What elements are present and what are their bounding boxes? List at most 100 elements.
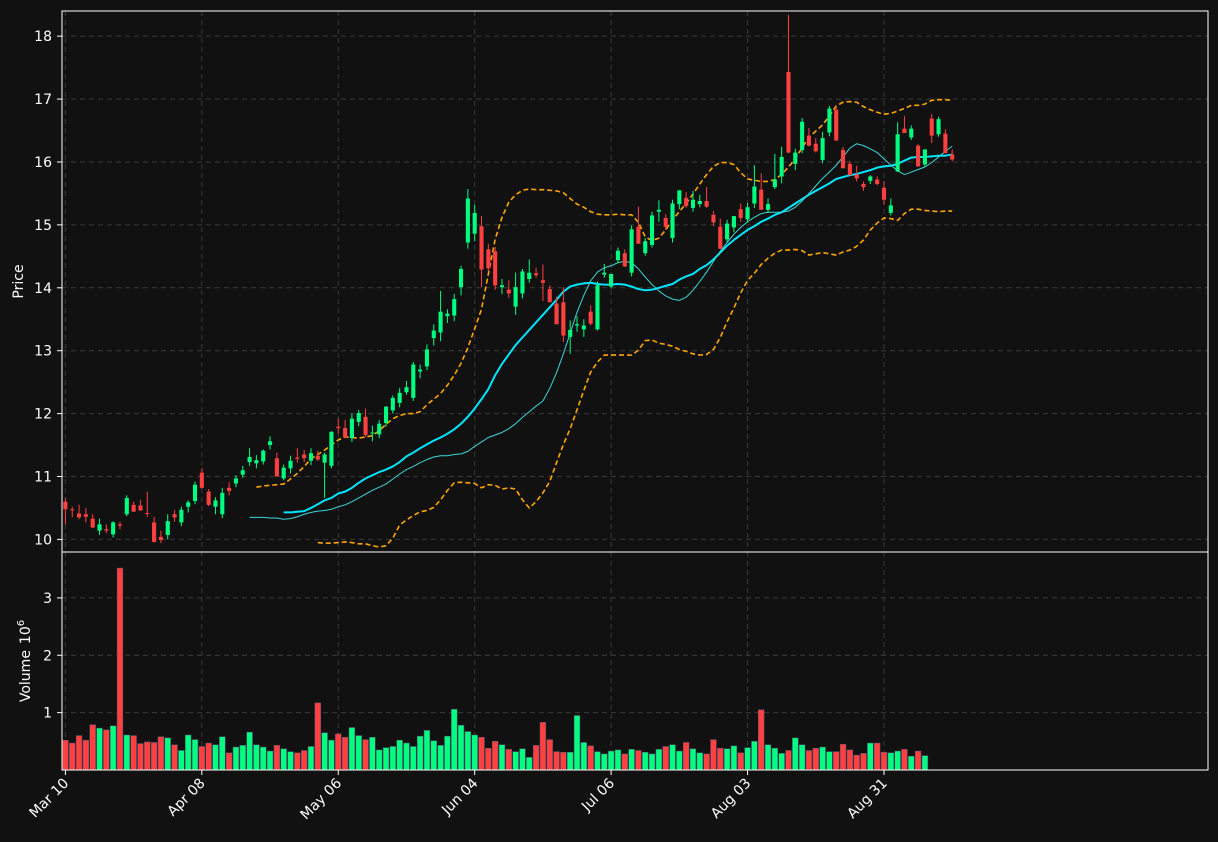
candle — [452, 294, 457, 322]
candle-body — [77, 513, 82, 518]
candle-body — [779, 156, 784, 177]
candle — [486, 243, 491, 272]
candle-body — [861, 183, 866, 188]
volume-bar — [805, 750, 813, 771]
volume-bar — [751, 741, 758, 771]
volume-bar — [635, 750, 642, 771]
candle — [786, 14, 791, 154]
candle-body — [534, 273, 539, 276]
volume-y-ticks: 1 2 3 — [43, 591, 62, 722]
candle-body — [438, 311, 443, 333]
candle-body — [718, 226, 723, 249]
candle-body — [622, 253, 627, 267]
volume-bar — [335, 733, 342, 771]
moving-average-long — [283, 153, 953, 514]
candle — [329, 431, 334, 469]
volume-bar — [655, 749, 663, 771]
candle — [247, 448, 252, 466]
candle-body — [704, 200, 709, 207]
candle-body — [813, 143, 818, 152]
candle — [588, 305, 593, 326]
candle-body — [131, 504, 136, 512]
volume-bar — [498, 744, 506, 771]
candle-body — [950, 154, 955, 160]
volume-bar — [260, 746, 267, 771]
candle-body — [186, 502, 191, 507]
candle — [759, 173, 764, 210]
candle — [111, 521, 116, 538]
candle — [656, 200, 661, 222]
candle — [540, 264, 545, 302]
candle-body — [281, 467, 286, 479]
candle — [145, 491, 150, 517]
volume-axis-label-scale: 10 — [18, 626, 34, 644]
volume-bar — [423, 730, 431, 771]
volume-bar — [717, 747, 724, 771]
candle — [581, 319, 586, 337]
volume-bar — [771, 747, 778, 771]
candle-body — [192, 484, 198, 502]
volume-bar — [348, 727, 356, 771]
candle — [124, 495, 129, 517]
price-grid — [62, 11, 1208, 552]
volume-bar — [683, 742, 690, 771]
candle-body — [390, 397, 395, 411]
candle — [547, 285, 552, 303]
candle — [663, 214, 668, 230]
candle — [902, 116, 907, 134]
bollinger-lower-band — [317, 208, 953, 548]
volume-bar — [239, 745, 246, 771]
volume-bar — [758, 709, 765, 771]
volume-tick-label: 3 — [43, 591, 52, 607]
volume-bar — [471, 734, 478, 771]
candle — [186, 500, 191, 513]
volume-bar — [369, 737, 376, 771]
price-tick-label: 10 — [34, 532, 52, 548]
volume-bar — [846, 749, 854, 771]
candle-body — [636, 226, 641, 244]
volume-bar — [901, 749, 908, 771]
candle — [158, 530, 163, 544]
candle — [308, 448, 314, 466]
candle — [813, 138, 818, 153]
candle — [431, 324, 436, 346]
candle-body — [656, 209, 661, 212]
candle — [752, 165, 757, 208]
candle — [854, 165, 859, 182]
volume-bar — [116, 567, 124, 771]
candle-body — [854, 174, 859, 179]
volume-bar — [573, 715, 581, 771]
candle-body — [609, 273, 614, 287]
candle — [711, 211, 716, 227]
volume-bar — [191, 739, 199, 771]
candle-body — [97, 524, 102, 531]
candle-body — [240, 470, 245, 475]
volume-bar — [703, 753, 710, 771]
volume-panel: 1 2 3 Volume 106 — [16, 551, 1209, 771]
candle — [411, 362, 416, 402]
candle-body — [506, 289, 511, 294]
price-tick-label: 15 — [34, 218, 52, 234]
candle-body — [404, 387, 409, 393]
price-panel: 10 11 12 13 14 15 16 17 18 Price — [11, 10, 1209, 553]
volume-bar — [219, 736, 226, 771]
candle — [479, 216, 484, 288]
candle-body — [677, 190, 682, 205]
candle — [70, 506, 75, 518]
candle — [390, 395, 395, 414]
candle-body — [738, 209, 743, 218]
volume-bar — [785, 750, 792, 771]
candle-body — [411, 364, 416, 398]
volume-bar — [403, 742, 410, 771]
volume-bar — [860, 753, 867, 771]
candle-body — [268, 441, 273, 446]
volume-bar — [607, 750, 615, 771]
candle — [561, 287, 566, 342]
candle-body — [499, 285, 505, 288]
candle-body — [213, 500, 218, 507]
moving-average-short-line — [249, 143, 953, 520]
candle — [220, 487, 225, 519]
candle — [472, 204, 477, 242]
candle-body — [206, 491, 211, 505]
volume-bar — [157, 736, 165, 771]
